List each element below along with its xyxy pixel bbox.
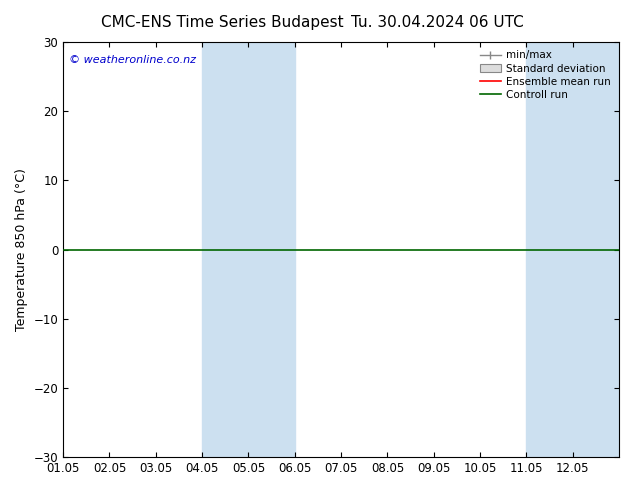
Legend: min/max, Standard deviation, Ensemble mean run, Controll run: min/max, Standard deviation, Ensemble me… [477, 47, 614, 103]
Text: © weatheronline.co.nz: © weatheronline.co.nz [68, 54, 196, 65]
Bar [202, 42, 295, 457]
Y-axis label: Temperature 850 hPa (°C): Temperature 850 hPa (°C) [15, 168, 28, 331]
Bar [526, 42, 619, 457]
Text: Tu. 30.04.2024 06 UTC: Tu. 30.04.2024 06 UTC [351, 15, 524, 30]
Text: CMC-ENS Time Series Budapest: CMC-ENS Time Series Budapest [101, 15, 343, 30]
